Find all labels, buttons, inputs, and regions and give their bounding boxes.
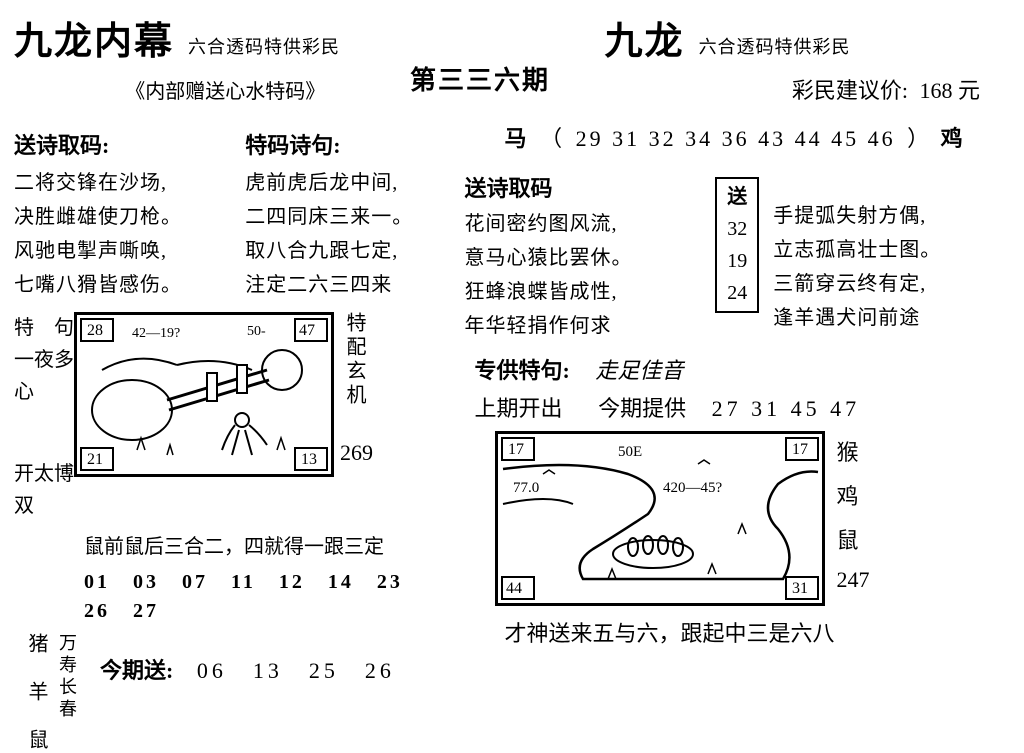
- svg-text:13: 13: [301, 451, 317, 468]
- left-title: 九龙内幕: [14, 10, 174, 65]
- left-panel: 九龙内幕 六合透码特供彩民 《内部赠送心水特码》 送诗取码: 二将交锋在沙场, …: [0, 0, 451, 652]
- left-bottom-zodiac: 猪 羊 鼠: [14, 633, 54, 753]
- left-nums-line: 01 03 07 11 12 14 23 26 27: [84, 565, 437, 623]
- left-side-annotations: 特 句 一夜多心 开太博双: [14, 312, 74, 522]
- svg-text:21: 21: [87, 451, 103, 468]
- poem2: 虎前虎后龙中间, 二四同床三来一。 取八合九跟七定, 注定二六三四来: [245, 166, 436, 302]
- poem2-title: 特码诗句:: [245, 128, 436, 160]
- poem1: 二将交锋在沙场, 决胜雌雄使刀枪。 风驰电掣声嘶唤, 七嘴八猾皆感伤。: [14, 166, 205, 302]
- svg-text:44: 44: [506, 580, 522, 597]
- right-poem-right: 手提弧失射方偶, 立志孤高壮士图。 三箭穿云终有定, 逢羊遇犬问前途: [773, 199, 1010, 335]
- svg-text:420—45?: 420—45?: [663, 480, 723, 496]
- svg-text:47: 47: [299, 322, 315, 339]
- special-line: 专供特句: 走足佳音: [475, 353, 1010, 385]
- svg-text:50E: 50E: [618, 444, 642, 460]
- gift-line: 《内部赠送心水特码》: [14, 75, 437, 104]
- left-bottom-vert-phrase: 万寿长春: [54, 633, 80, 721]
- left-under-drawing: 鼠前鼠后三合二，四就得一跟三定: [84, 530, 437, 559]
- right-drawing-side: 猴 鸡 鼠 247: [825, 431, 875, 593]
- right-panel: 九龙 六合透码特供彩民 彩民建议价: 168 元 马 （ 29 31 32 34…: [451, 0, 1024, 652]
- this-issue-label: 今期送:: [100, 658, 173, 683]
- svg-text:17: 17: [508, 441, 524, 458]
- svg-text:50-: 50-: [247, 324, 266, 339]
- issue-supply-line: 上期开出 今期提供 27 31 45 47: [475, 391, 1010, 423]
- right-title: 九龙: [605, 10, 685, 65]
- svg-text:31: 31: [792, 580, 808, 597]
- svg-text:17: 17: [792, 441, 808, 458]
- right-under-drawing: 才神送来五与六，跟起中三是六八: [505, 616, 1010, 648]
- svg-text:77.0: 77.0: [513, 480, 539, 496]
- send-box: 送 32 19 24: [715, 177, 759, 313]
- this-issue-nums: 06 13 25 26: [197, 658, 395, 683]
- price-line: 彩民建议价: 168 元: [465, 73, 980, 105]
- right-poem-title: 送诗取码: [465, 171, 702, 203]
- poem1-title: 送诗取码:: [14, 128, 205, 160]
- left-drawing: 28 47 21 13 42—19? 50-: [74, 312, 334, 477]
- svg-text:28: 28: [87, 322, 103, 339]
- right-subtitle: 六合透码特供彩民: [699, 33, 851, 65]
- right-poem-left: 花间密约图风流, 意马心猿比罢休。 狂蜂浪蝶皆成性, 年华轻捐作何求: [465, 207, 702, 343]
- zodiac-number-line: 马 （ 29 31 32 34 36 43 44 45 46 ） 鸡: [505, 121, 1010, 153]
- right-drawing: 17 17 44 31 50E 420—45? 77.0: [495, 431, 825, 606]
- svg-text:42—19?: 42—19?: [132, 326, 180, 341]
- left-drawing-right-col: 特配玄机 269: [334, 312, 370, 466]
- left-subtitle: 六合透码特供彩民: [188, 33, 340, 65]
